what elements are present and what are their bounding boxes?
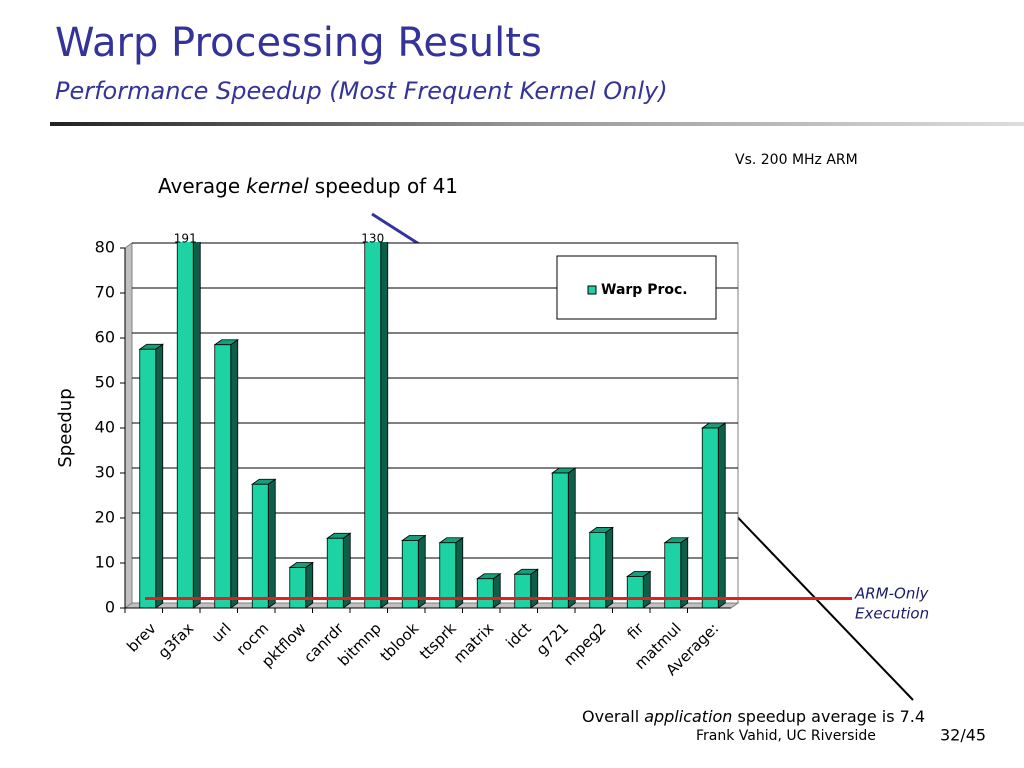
- note-emph: kernel: [246, 174, 309, 198]
- y-tick-label: 40: [95, 418, 115, 437]
- legend-label: Warp Proc.: [601, 282, 688, 298]
- legend-box: [556, 255, 717, 320]
- slide-title: Warp Processing Results: [55, 20, 542, 66]
- note-text: speedup of 41: [315, 174, 458, 198]
- bar-side: [267, 478, 276, 609]
- bar: [251, 483, 269, 609]
- note-emph: application: [644, 707, 732, 726]
- page-number: 32/45: [940, 726, 986, 745]
- y-tick-label: 0: [105, 598, 115, 617]
- plot-side-wall: [124, 242, 133, 609]
- bar: [476, 578, 494, 609]
- y-axis-label: Speedup: [55, 388, 76, 467]
- y-tick-label: 20: [95, 508, 115, 527]
- application-note: Overall application speedup average is 7.4: [582, 707, 925, 726]
- value-label: 130: [361, 232, 384, 246]
- bar-side: [642, 570, 651, 609]
- value-label: 191: [174, 232, 197, 246]
- bar-side: [717, 422, 726, 609]
- bar: [589, 532, 607, 609]
- legend-swatch: [587, 285, 597, 295]
- bar-side: [492, 572, 501, 609]
- bar-side: [605, 526, 614, 609]
- reference-label: Execution: [855, 605, 929, 623]
- y-tick-label: 10: [95, 553, 115, 572]
- slide-subtitle: Performance Speedup (Most Frequent Kerne…: [55, 77, 668, 105]
- bar: [626, 576, 644, 609]
- bar-side: [230, 338, 239, 609]
- bar: [214, 344, 232, 609]
- note-text: Average: [158, 174, 240, 198]
- bar-side: [342, 532, 351, 609]
- bar-side: [155, 343, 164, 609]
- bar: [701, 427, 719, 609]
- y-tick-label: 60: [95, 328, 115, 347]
- y-tick-label: 70: [95, 283, 115, 302]
- bar-side: [305, 561, 314, 609]
- bar: [514, 573, 532, 609]
- note-text: speedup average is 7.4: [737, 707, 925, 726]
- y-tick-label: 30: [95, 463, 115, 482]
- bar-side: [530, 568, 539, 609]
- bars: [138, 242, 727, 609]
- bar: [551, 472, 569, 609]
- bar: [139, 348, 157, 609]
- title-rule: [50, 122, 1024, 126]
- bar: [289, 567, 307, 609]
- baseline-note: Vs. 200 MHz ARM: [735, 152, 858, 168]
- kernel-note: Average kernel speedup of 41: [158, 174, 458, 198]
- reference-label: ARM-Only: [854, 585, 930, 603]
- y-tick-label: 80: [95, 238, 115, 257]
- plot: 01020304050607080Speedupbrevg3fax191urlr…: [55, 232, 930, 680]
- note-text: Overall: [582, 707, 639, 726]
- y-tick-label: 50: [95, 373, 115, 392]
- footer: Frank Vahid, UC Riverside: [696, 728, 876, 744]
- bar-side: [567, 467, 576, 609]
